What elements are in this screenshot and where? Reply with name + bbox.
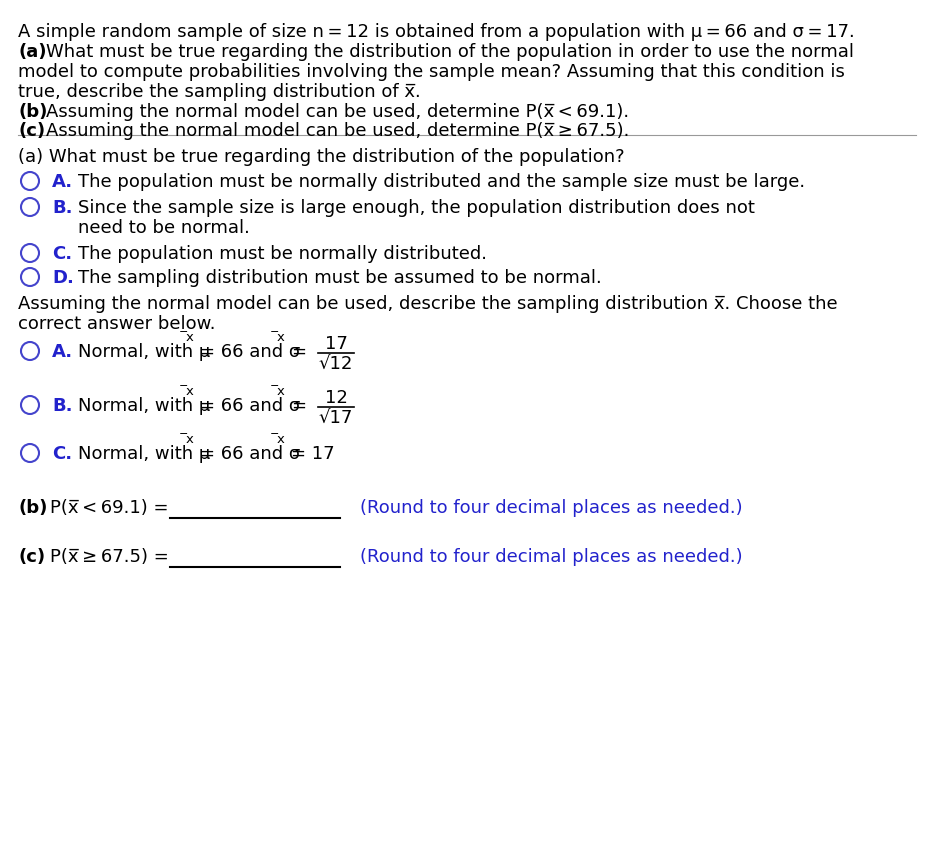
Text: B.: B. — [52, 397, 73, 415]
Text: = 66 and σ: = 66 and σ — [200, 343, 300, 361]
Text: = 66 and σ: = 66 and σ — [200, 445, 300, 463]
Text: B.: B. — [52, 199, 73, 217]
Text: C.: C. — [52, 445, 72, 463]
Text: = 66 and σ: = 66 and σ — [200, 397, 300, 415]
Text: =: = — [291, 397, 306, 415]
Text: true, describe the sampling distribution of x̅.: true, describe the sampling distribution… — [18, 83, 420, 101]
Text: √12: √12 — [318, 355, 353, 373]
Text: (Round to four decimal places as needed.): (Round to four decimal places as needed.… — [360, 548, 743, 566]
Text: A.: A. — [52, 173, 73, 191]
Text: 12: 12 — [324, 389, 347, 407]
Text: ̅x: ̅x — [187, 433, 195, 446]
Text: Assuming the normal model can be used, determine P(x̅ < 69.1).: Assuming the normal model can be used, d… — [46, 103, 630, 121]
Text: (b): (b) — [18, 103, 48, 121]
Text: (c): (c) — [18, 122, 45, 140]
Text: What must be true regarding the distribution of the population in order to use t: What must be true regarding the distribu… — [46, 43, 854, 61]
Text: model to compute probabilities involving the sample mean? Assuming that this con: model to compute probabilities involving… — [18, 63, 845, 81]
Text: Normal, with μ: Normal, with μ — [78, 445, 210, 463]
Text: P(x̅ < 69.1) =: P(x̅ < 69.1) = — [50, 499, 168, 517]
Text: D.: D. — [52, 269, 74, 287]
Text: C.: C. — [52, 245, 72, 263]
Text: P(x̅ ≥ 67.5) =: P(x̅ ≥ 67.5) = — [50, 548, 169, 566]
Text: need to be normal.: need to be normal. — [78, 219, 250, 237]
Text: correct answer below.: correct answer below. — [18, 315, 216, 333]
Text: The sampling distribution must be assumed to be normal.: The sampling distribution must be assume… — [78, 269, 601, 287]
Text: (Round to four decimal places as needed.): (Round to four decimal places as needed.… — [360, 499, 743, 517]
Text: = 17: = 17 — [291, 445, 334, 463]
Text: (c): (c) — [18, 548, 45, 566]
Text: Assuming the normal model can be used, describe the sampling distribution x̅. Ch: Assuming the normal model can be used, d… — [18, 295, 838, 313]
Text: The population must be normally distributed and the sample size must be large.: The population must be normally distribu… — [78, 173, 805, 191]
Text: ̅x: ̅x — [278, 385, 286, 398]
Text: ̅x: ̅x — [278, 331, 286, 344]
Text: √17: √17 — [318, 409, 353, 427]
Text: Normal, with μ: Normal, with μ — [78, 343, 210, 361]
Text: Assuming the normal model can be used, determine P(x̅ ≥ 67.5).: Assuming the normal model can be used, d… — [46, 122, 630, 140]
Text: Since the sample size is large enough, the population distribution does not: Since the sample size is large enough, t… — [78, 199, 755, 217]
Text: ̅x: ̅x — [278, 433, 286, 446]
Text: =: = — [291, 343, 306, 361]
Text: (a): (a) — [18, 43, 47, 61]
Text: ̅x: ̅x — [187, 331, 195, 344]
Text: The population must be normally distributed.: The population must be normally distribu… — [78, 245, 487, 263]
Text: (b): (b) — [18, 499, 48, 517]
Text: ̅x: ̅x — [187, 385, 195, 398]
Text: 17: 17 — [324, 335, 347, 353]
Text: (a) What must be true regarding the distribution of the population?: (a) What must be true regarding the dist… — [18, 148, 625, 166]
Text: A.: A. — [52, 343, 73, 361]
Text: A simple random sample of size n = 12 is obtained from a population with μ = 66 : A simple random sample of size n = 12 is… — [18, 23, 855, 41]
Text: Normal, with μ: Normal, with μ — [78, 397, 210, 415]
